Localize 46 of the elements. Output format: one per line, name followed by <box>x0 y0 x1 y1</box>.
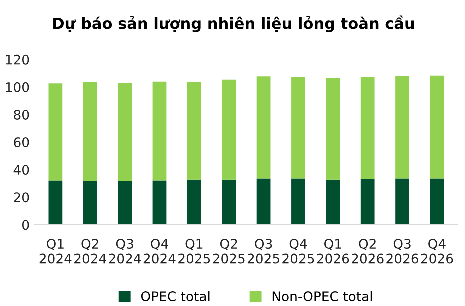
y-tick-label: 60 <box>14 138 30 148</box>
x-tick-label: Q4 2024 <box>144 239 176 264</box>
bar <box>360 77 375 180</box>
x-tick-label: Q3 2024 <box>109 239 142 264</box>
bar <box>222 80 236 180</box>
chart-title: Dự báo sản lượng nhiên liệu lỏng toàn cầu <box>54 16 414 32</box>
bar <box>292 178 306 225</box>
bar <box>326 180 340 225</box>
bar <box>222 180 236 225</box>
y-tick-label: 40 <box>14 165 30 176</box>
bar <box>83 180 98 225</box>
x-tick-label: Q3 2026 <box>386 239 418 264</box>
x-tick-label: Q3 2025 <box>248 239 280 264</box>
x-tick-label: Q1 2026 <box>317 239 350 264</box>
x-tick-label: Q2 2026 <box>352 239 384 264</box>
y-tick-label: 100 <box>6 82 30 92</box>
bar <box>292 77 306 179</box>
bar <box>256 76 271 179</box>
bar <box>187 180 202 225</box>
y-tick-label: 80 <box>14 110 30 120</box>
x-tick-label: Q4 2026 <box>421 239 454 264</box>
bar <box>118 181 132 225</box>
y-tick-label: 0 <box>22 220 30 230</box>
bar <box>118 82 132 182</box>
bar <box>48 180 63 225</box>
bar <box>152 82 167 181</box>
bar <box>360 179 375 225</box>
bar <box>430 76 444 179</box>
x-tick-label: Q1 2024 <box>40 239 72 264</box>
bar <box>430 178 444 225</box>
x-tick-label: Q1 2025 <box>178 239 210 264</box>
y-tick-label: 20 <box>14 192 30 203</box>
legend-label: OPEC total <box>141 291 210 302</box>
x-tick-label: Q4 2025 <box>282 239 314 264</box>
bar <box>48 84 63 181</box>
bar <box>326 78 340 180</box>
bar <box>152 180 167 225</box>
x-tick-label: Q2 2025 <box>213 239 245 264</box>
bar <box>396 178 410 225</box>
legend-label: Non-OPEC total <box>272 291 372 302</box>
bar <box>256 178 271 225</box>
y-tick-label: 120 <box>6 54 30 65</box>
x-tick-label: Q2 2024 <box>74 239 106 264</box>
bar <box>83 82 98 181</box>
bar <box>187 82 202 180</box>
bar <box>396 76 410 179</box>
